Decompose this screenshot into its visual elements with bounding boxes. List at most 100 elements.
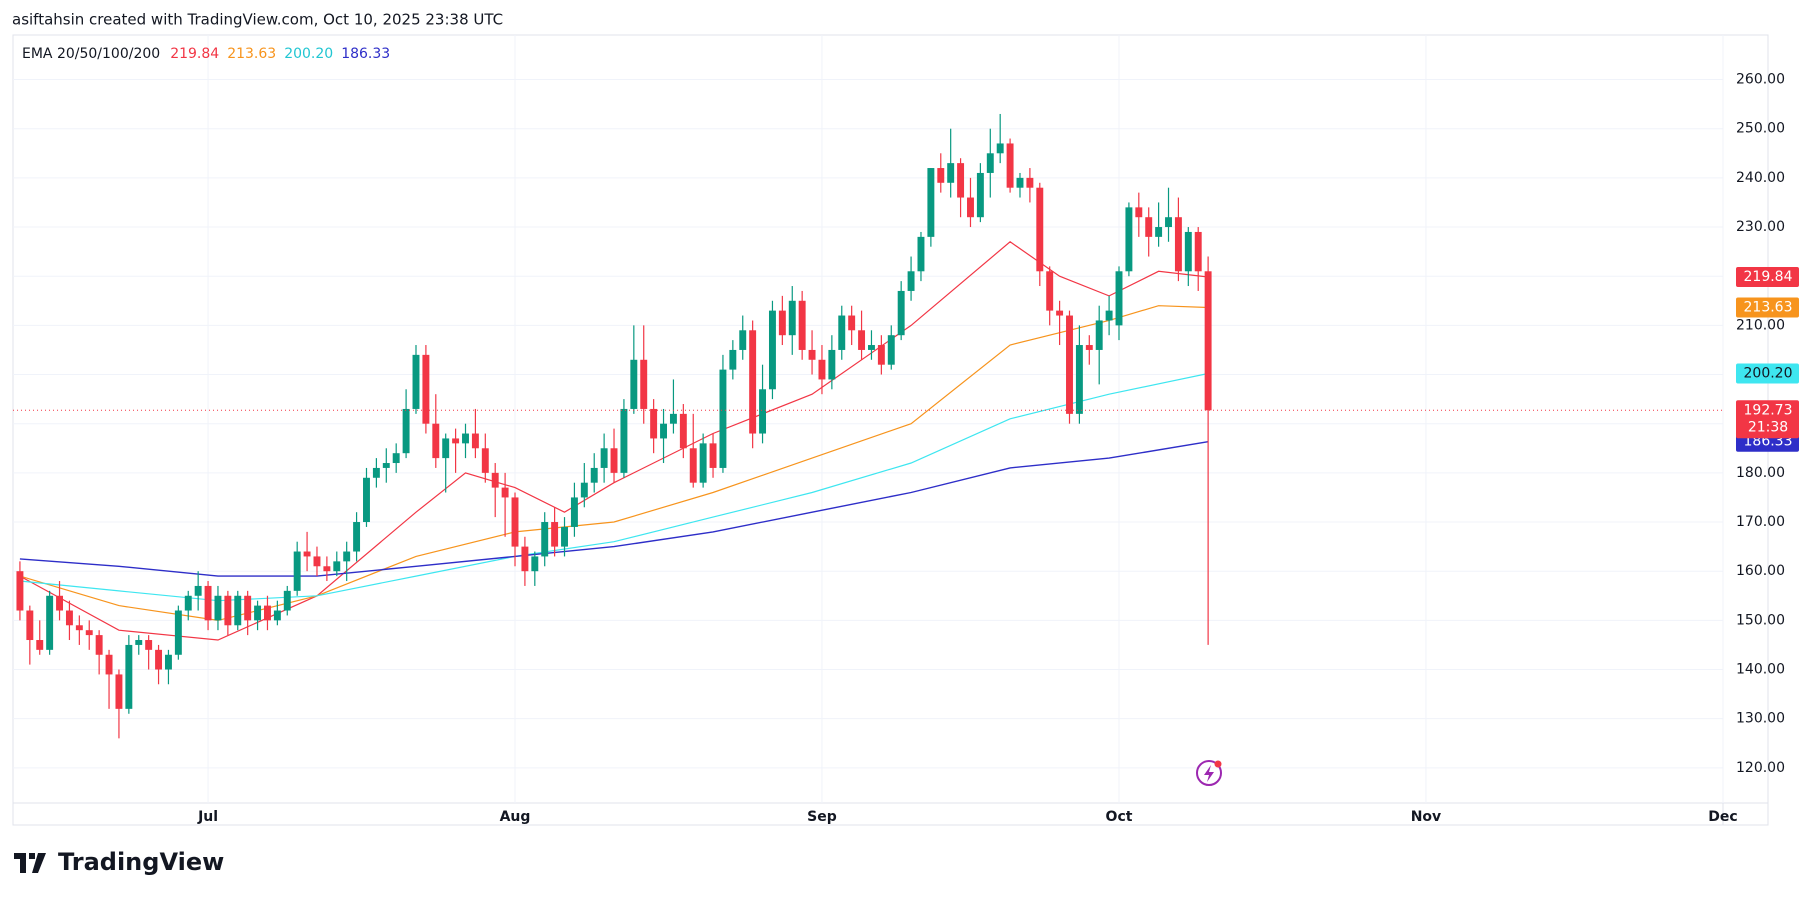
- y-tick-label: 250.00: [1736, 121, 1785, 137]
- candle-body: [402, 408, 410, 454]
- ema-line: [19, 241, 1209, 641]
- candle-body: [174, 610, 182, 655]
- candle-body: [551, 522, 559, 547]
- candle-body: [1135, 207, 1143, 218]
- candle-body: [323, 566, 331, 572]
- candle-body: [957, 163, 965, 198]
- candle-body: [1165, 217, 1172, 228]
- candle-body: [1066, 315, 1073, 414]
- candle-body: [531, 556, 539, 572]
- candle-body: [452, 438, 460, 444]
- candle-body: [462, 433, 469, 444]
- candle-body: [194, 585, 202, 596]
- logo: TradingView: [14, 848, 224, 876]
- candle-body: [897, 290, 905, 336]
- candle-body: [1194, 231, 1202, 272]
- last-price-label: 192.73: [1744, 402, 1793, 418]
- candle-body: [858, 330, 866, 350]
- candle-body: [36, 640, 44, 650]
- candle-body: [650, 408, 658, 439]
- candle-body: [947, 163, 955, 183]
- candle-body: [828, 349, 836, 380]
- candle-body: [204, 585, 212, 621]
- x-tick-label: Dec: [1708, 809, 1737, 825]
- candle-body: [481, 448, 489, 473]
- legend-value: 219.84: [170, 46, 219, 62]
- candle-body: [471, 433, 479, 449]
- candle-body: [293, 551, 301, 591]
- price-tag: [1736, 363, 1799, 384]
- candle-body: [818, 359, 826, 380]
- candle-body: [273, 610, 281, 621]
- candle-body: [1145, 217, 1153, 237]
- candle-body: [1184, 231, 1192, 272]
- candle-body: [343, 551, 351, 562]
- candle-body: [580, 482, 588, 498]
- candle-body: [709, 443, 717, 468]
- candle-body: [56, 595, 64, 611]
- x-tick-label: Sep: [807, 809, 837, 825]
- candle-body: [65, 610, 73, 626]
- candle-body: [570, 497, 578, 527]
- candle-body: [660, 423, 667, 439]
- y-tick-label: 180.00: [1736, 465, 1785, 481]
- bolt-dot: [1214, 760, 1222, 768]
- x-tick-label: Aug: [500, 809, 531, 825]
- y-tick-label: 120.00: [1736, 760, 1785, 776]
- y-tick-label: 150.00: [1736, 612, 1785, 628]
- logo-mark: [14, 853, 46, 873]
- legend-value: 213.63: [227, 46, 276, 62]
- price-tag-label: 213.63: [1744, 300, 1793, 316]
- footer-brand: TradingView: [58, 848, 224, 876]
- y-tick-label: 130.00: [1736, 711, 1785, 727]
- candle-body: [976, 172, 984, 218]
- candle-body: [868, 345, 875, 350]
- candle-body: [412, 354, 420, 409]
- ema-line: [19, 441, 1209, 577]
- candle-body: [848, 315, 856, 331]
- candle-body: [788, 300, 796, 336]
- candle-body: [1204, 271, 1212, 411]
- candle-body: [442, 438, 450, 459]
- price-tag: [1736, 400, 1799, 439]
- price-tag-label: 219.84: [1744, 269, 1793, 285]
- candle-body: [16, 571, 24, 611]
- candle-body: [887, 335, 895, 365]
- candle-body: [590, 467, 598, 483]
- y-tick-label: 240.00: [1736, 170, 1785, 186]
- candle-body: [254, 605, 262, 621]
- candle-body: [778, 310, 786, 336]
- candle-body: [689, 448, 697, 483]
- candle-body: [1056, 310, 1064, 316]
- candle-body: [145, 640, 153, 650]
- x-tick-label: Nov: [1411, 809, 1441, 825]
- candle-body: [768, 310, 776, 390]
- candle-body: [244, 595, 252, 621]
- candle-body: [749, 330, 757, 434]
- candle-body: [986, 153, 994, 173]
- candle-body: [1006, 143, 1014, 188]
- candle-body: [699, 443, 707, 483]
- candle-body: [1046, 271, 1054, 311]
- candle-body: [105, 654, 113, 675]
- candle-body: [164, 654, 172, 670]
- candle-body: [95, 635, 103, 655]
- candle-body: [1095, 320, 1103, 350]
- candle-body: [392, 453, 400, 464]
- candle-body: [283, 590, 291, 611]
- candle-body: [115, 674, 123, 709]
- countdown: 21:38: [1748, 419, 1788, 435]
- candle-body: [125, 644, 133, 709]
- candle-body: [1075, 345, 1083, 414]
- candle-body: [669, 413, 677, 424]
- y-tick-label: 260.00: [1736, 72, 1785, 88]
- candle-body: [927, 168, 935, 237]
- candle-body: [214, 595, 222, 621]
- bolt: [1204, 765, 1214, 782]
- candle-body: [1016, 177, 1024, 188]
- candle-body: [432, 423, 440, 459]
- candle-body: [501, 487, 509, 498]
- legend: EMA 20/50/100/200 219.84 213.63 200.20 186.…: [22, 46, 390, 62]
